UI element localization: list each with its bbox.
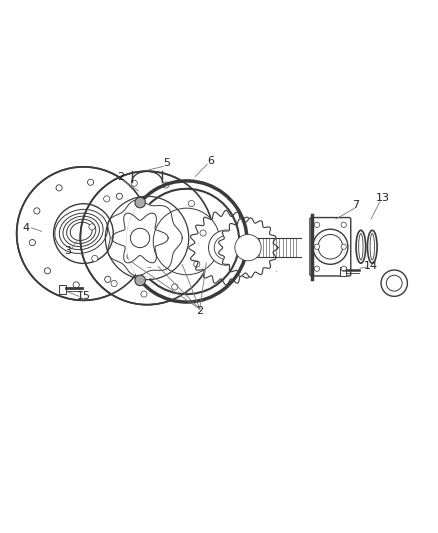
Bar	[59, 285, 66, 294]
Bar	[339, 268, 346, 276]
Circle shape	[314, 222, 319, 228]
Circle shape	[131, 180, 137, 187]
Circle shape	[208, 230, 243, 265]
Circle shape	[44, 268, 50, 274]
Circle shape	[317, 235, 342, 259]
Circle shape	[380, 270, 406, 296]
Text: 14: 14	[363, 261, 377, 271]
Circle shape	[340, 266, 346, 271]
Polygon shape	[218, 218, 277, 277]
Text: 7: 7	[351, 200, 358, 210]
Circle shape	[56, 185, 62, 191]
Text: 4: 4	[23, 223, 30, 233]
Circle shape	[340, 222, 346, 228]
Text: 3: 3	[64, 246, 71, 256]
Text: 6: 6	[207, 156, 214, 166]
Circle shape	[111, 280, 117, 287]
Circle shape	[314, 266, 319, 271]
Text: 13: 13	[375, 193, 389, 204]
Circle shape	[141, 291, 147, 297]
Circle shape	[104, 276, 110, 282]
Circle shape	[126, 181, 247, 302]
Circle shape	[200, 230, 206, 236]
Text: 2: 2	[196, 306, 203, 316]
Circle shape	[188, 200, 194, 207]
Circle shape	[314, 244, 319, 249]
Text: –: –	[146, 262, 152, 272]
Circle shape	[29, 239, 35, 246]
Circle shape	[34, 208, 40, 214]
Circle shape	[171, 284, 177, 290]
Circle shape	[234, 235, 261, 261]
Ellipse shape	[367, 230, 376, 263]
Circle shape	[17, 167, 150, 300]
Text: 15: 15	[77, 292, 91, 301]
Ellipse shape	[355, 230, 365, 263]
FancyBboxPatch shape	[309, 217, 350, 276]
Circle shape	[89, 224, 95, 230]
Circle shape	[134, 197, 145, 208]
Text: 5: 5	[163, 158, 170, 168]
Circle shape	[103, 196, 110, 202]
Text: 2: 2	[117, 172, 124, 182]
Circle shape	[131, 222, 137, 228]
Circle shape	[87, 179, 93, 185]
Circle shape	[116, 193, 122, 199]
Circle shape	[73, 282, 79, 288]
Circle shape	[193, 261, 199, 267]
Circle shape	[80, 171, 213, 305]
Circle shape	[340, 244, 346, 249]
Circle shape	[312, 229, 347, 264]
Circle shape	[127, 253, 133, 260]
Circle shape	[92, 255, 98, 262]
Polygon shape	[188, 211, 263, 285]
Circle shape	[134, 275, 145, 286]
Text: ·: ·	[275, 267, 277, 277]
Circle shape	[162, 182, 169, 188]
